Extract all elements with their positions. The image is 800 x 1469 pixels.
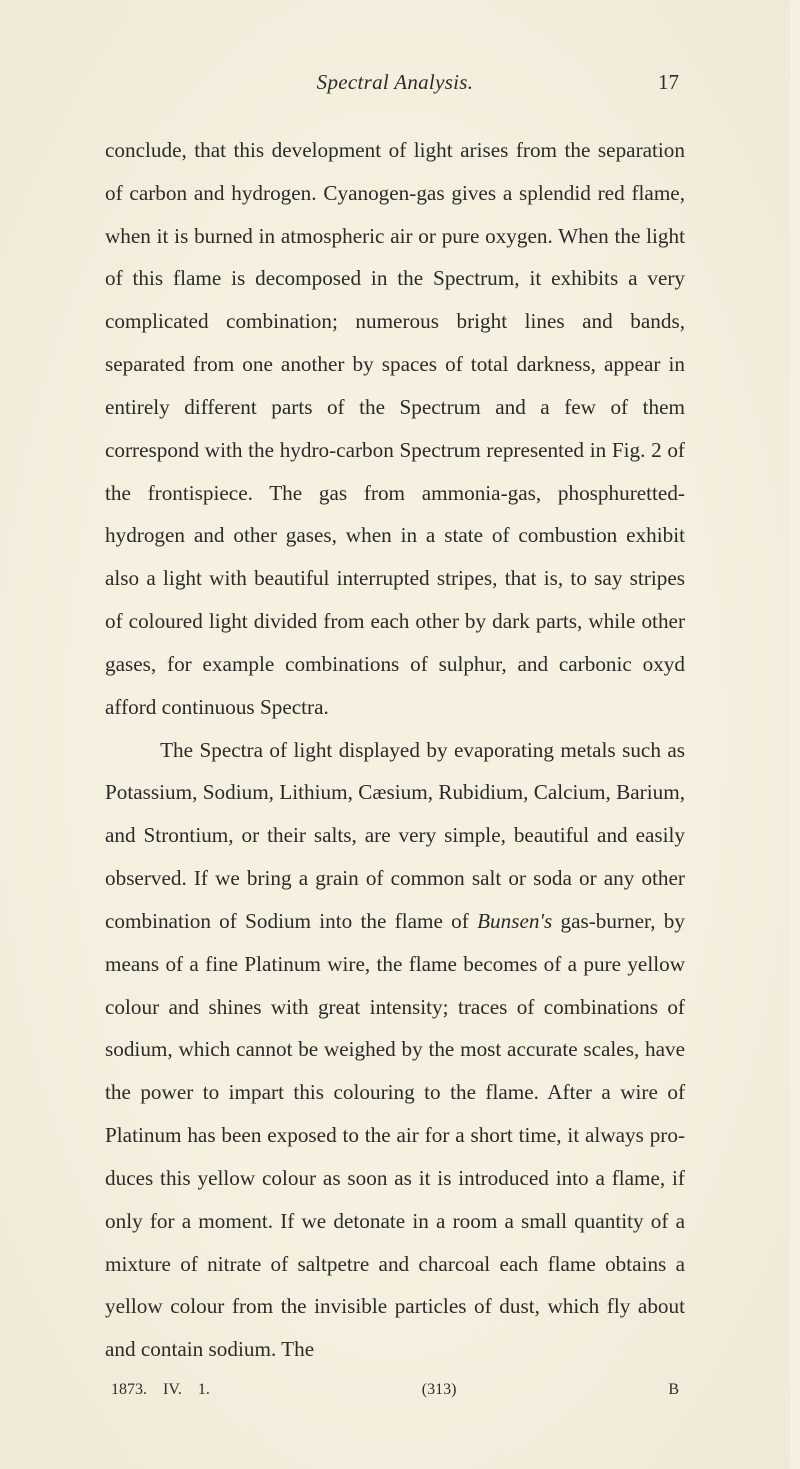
paragraph-1: conclude, that this development of light…: [105, 129, 685, 729]
footer-left: 1873. IV. 1.: [111, 1381, 210, 1399]
running-head: Spectral Analysis. 17: [105, 70, 685, 95]
page-number: 17: [639, 70, 679, 95]
paragraph-2: The Spectra of light displayed by evapor…: [105, 729, 685, 1371]
body-text: conclude, that this development of light…: [105, 129, 685, 1371]
footer-center: (313): [422, 1381, 457, 1399]
footer-right: B: [668, 1381, 679, 1399]
page: Spectral Analysis. 17 conclude, that thi…: [105, 70, 685, 1399]
running-title: Spectral Analysis.: [151, 70, 639, 95]
footer-line: 1873. IV. 1. (313) B: [105, 1381, 685, 1399]
